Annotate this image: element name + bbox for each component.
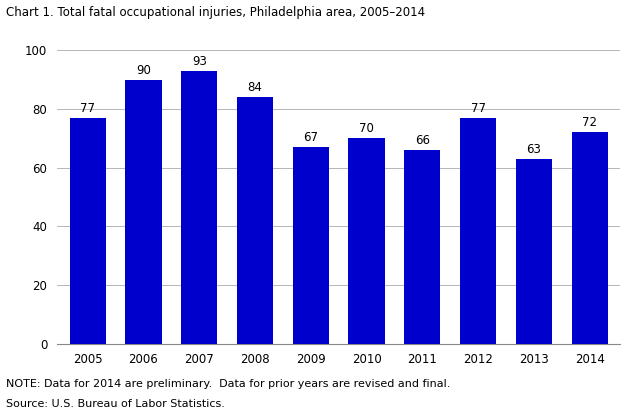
Text: 77: 77: [470, 102, 486, 115]
Text: NOTE: Data for 2014 are preliminary.  Data for prior years are revised and final: NOTE: Data for 2014 are preliminary. Dat…: [6, 379, 451, 389]
Text: 67: 67: [303, 131, 318, 144]
Text: Chart 1. Total fatal occupational injuries, Philadelphia area, 2005–2014: Chart 1. Total fatal occupational injuri…: [6, 6, 425, 19]
Text: Source: U.S. Bureau of Labor Statistics.: Source: U.S. Bureau of Labor Statistics.: [6, 399, 225, 409]
Bar: [181, 71, 217, 344]
Bar: [404, 150, 441, 344]
Bar: [70, 118, 106, 344]
Bar: [292, 147, 329, 344]
Text: 72: 72: [582, 116, 597, 129]
Bar: [516, 159, 552, 344]
Bar: [237, 97, 273, 344]
Text: 70: 70: [359, 122, 374, 135]
Text: 90: 90: [136, 64, 151, 77]
Text: 66: 66: [415, 134, 430, 147]
Text: 77: 77: [80, 102, 95, 115]
Bar: [572, 132, 608, 344]
Bar: [460, 118, 496, 344]
Bar: [125, 80, 161, 344]
Text: 84: 84: [248, 81, 263, 94]
Text: 63: 63: [527, 143, 541, 156]
Bar: [348, 138, 385, 344]
Text: 93: 93: [192, 55, 206, 68]
